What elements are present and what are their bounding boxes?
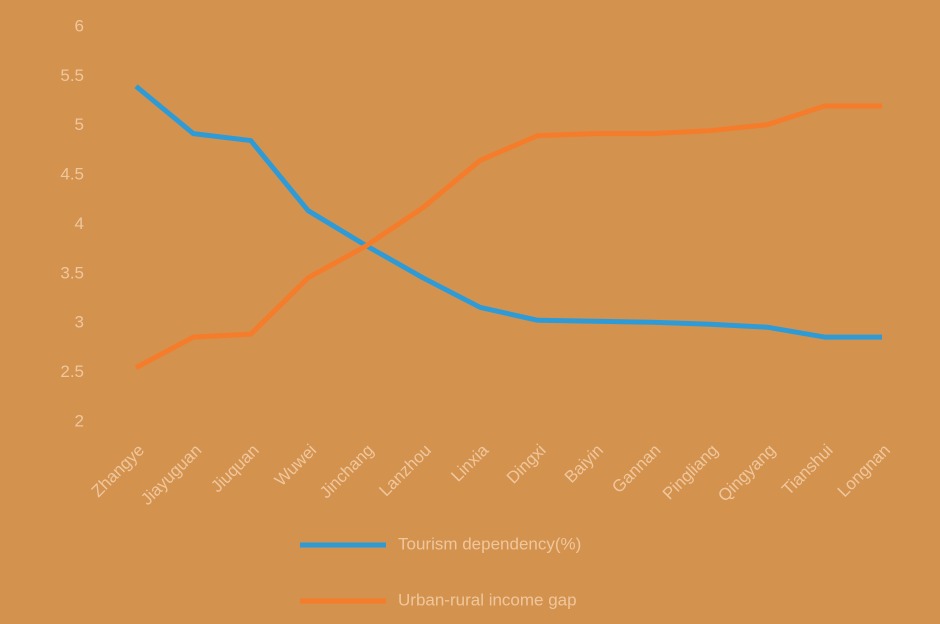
y-tick-label: 5 [75, 115, 84, 134]
y-tick-label: 3 [75, 313, 84, 332]
x-tick-label: Tianshui [778, 441, 836, 499]
x-tick-label: Wuwei [271, 441, 320, 490]
x-tick-label: Baiyin [561, 441, 607, 487]
y-tick-label: 3.5 [60, 263, 84, 282]
x-tick-label: Gannan [608, 441, 664, 497]
y-tick-label: 2 [75, 411, 84, 430]
x-tick-label: Dingxi [503, 441, 550, 488]
y-tick-label: 6 [75, 16, 84, 35]
x-tick-label: Zhangye [88, 441, 148, 501]
x-tick-label: Jinchang [316, 441, 378, 503]
line-series [134, 103, 882, 370]
legend-label: Tourism dependency(%) [398, 534, 581, 553]
y-tick-label: 4.5 [60, 165, 84, 184]
x-tick-label: Qingyang [714, 441, 779, 506]
x-tick-label: Lanzhou [375, 441, 435, 501]
x-tick-label: Jiayuguan [137, 441, 205, 509]
y-tick-label: 5.5 [60, 66, 84, 85]
line-series [134, 84, 882, 340]
y-tick-label: 2.5 [60, 362, 84, 381]
x-tick-label: Longnan [834, 441, 894, 501]
x-tick-label: Linxia [447, 440, 492, 485]
y-tick-label: 4 [75, 214, 84, 233]
x-tick-label: Jiuquan [207, 441, 263, 497]
legend-label: Urban-rural income gap [398, 590, 577, 609]
x-tick-label: Pingliang [659, 441, 722, 504]
